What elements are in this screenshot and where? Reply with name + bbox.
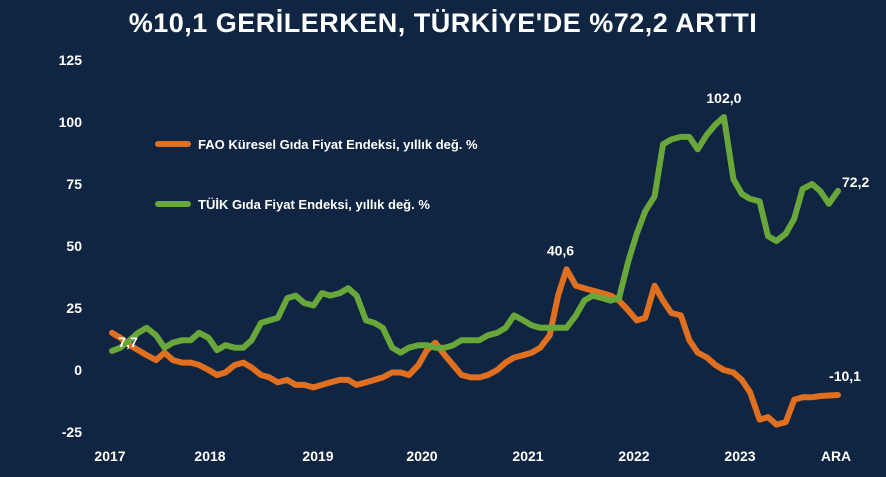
y-tick-label: 100 — [59, 114, 83, 130]
fao-series-line — [109, 266, 841, 428]
legend-label: FAO Küresel Gıda Fiyat Endeksi, yıllık d… — [198, 137, 478, 152]
data-label: 40,6 — [547, 242, 574, 258]
x-tick-label: 2017 — [94, 448, 125, 464]
data-label: 72,2 — [842, 174, 869, 190]
chart-title: %10,1 GERİLERKEN, TÜRKİYE'DE %72,2 ARTTI — [128, 8, 758, 38]
y-tick-label: -25 — [62, 424, 82, 440]
data-label: 7,7 — [118, 334, 138, 350]
data-label: -10,1 — [829, 368, 861, 384]
y-tick-label: 25 — [66, 300, 82, 316]
x-tick-label: 2019 — [302, 448, 333, 464]
x-tick-label: 2022 — [618, 448, 649, 464]
y-tick-label: 0 — [74, 362, 82, 378]
y-tick-label: 125 — [59, 52, 83, 68]
y-axis: 125 100 75 50 25 0 -25 — [59, 52, 83, 440]
y-tick-label: 75 — [66, 176, 82, 192]
y-tick-label: 50 — [66, 238, 82, 254]
x-tick-label: 2021 — [512, 448, 543, 464]
annotations: 102,0 72,2 40,6 7,7 -10,1 — [118, 90, 869, 384]
x-tick-label: ARA — [821, 448, 851, 464]
legend-label: TÜİK Gıda Fiyat Endeksi, yıllık değ. % — [198, 197, 430, 212]
chart-lines — [109, 114, 841, 428]
legend: FAO Küresel Gıda Fiyat Endeksi, yıllık d… — [155, 137, 478, 212]
x-tick-label: 2018 — [194, 448, 225, 464]
x-axis: 2017 2018 2019 2020 2021 2022 2023 ARA — [94, 448, 851, 464]
x-tick-label: 2023 — [724, 448, 755, 464]
tuik-series-line — [109, 114, 841, 356]
data-label: 102,0 — [706, 90, 741, 106]
x-tick-label: 2020 — [406, 448, 437, 464]
